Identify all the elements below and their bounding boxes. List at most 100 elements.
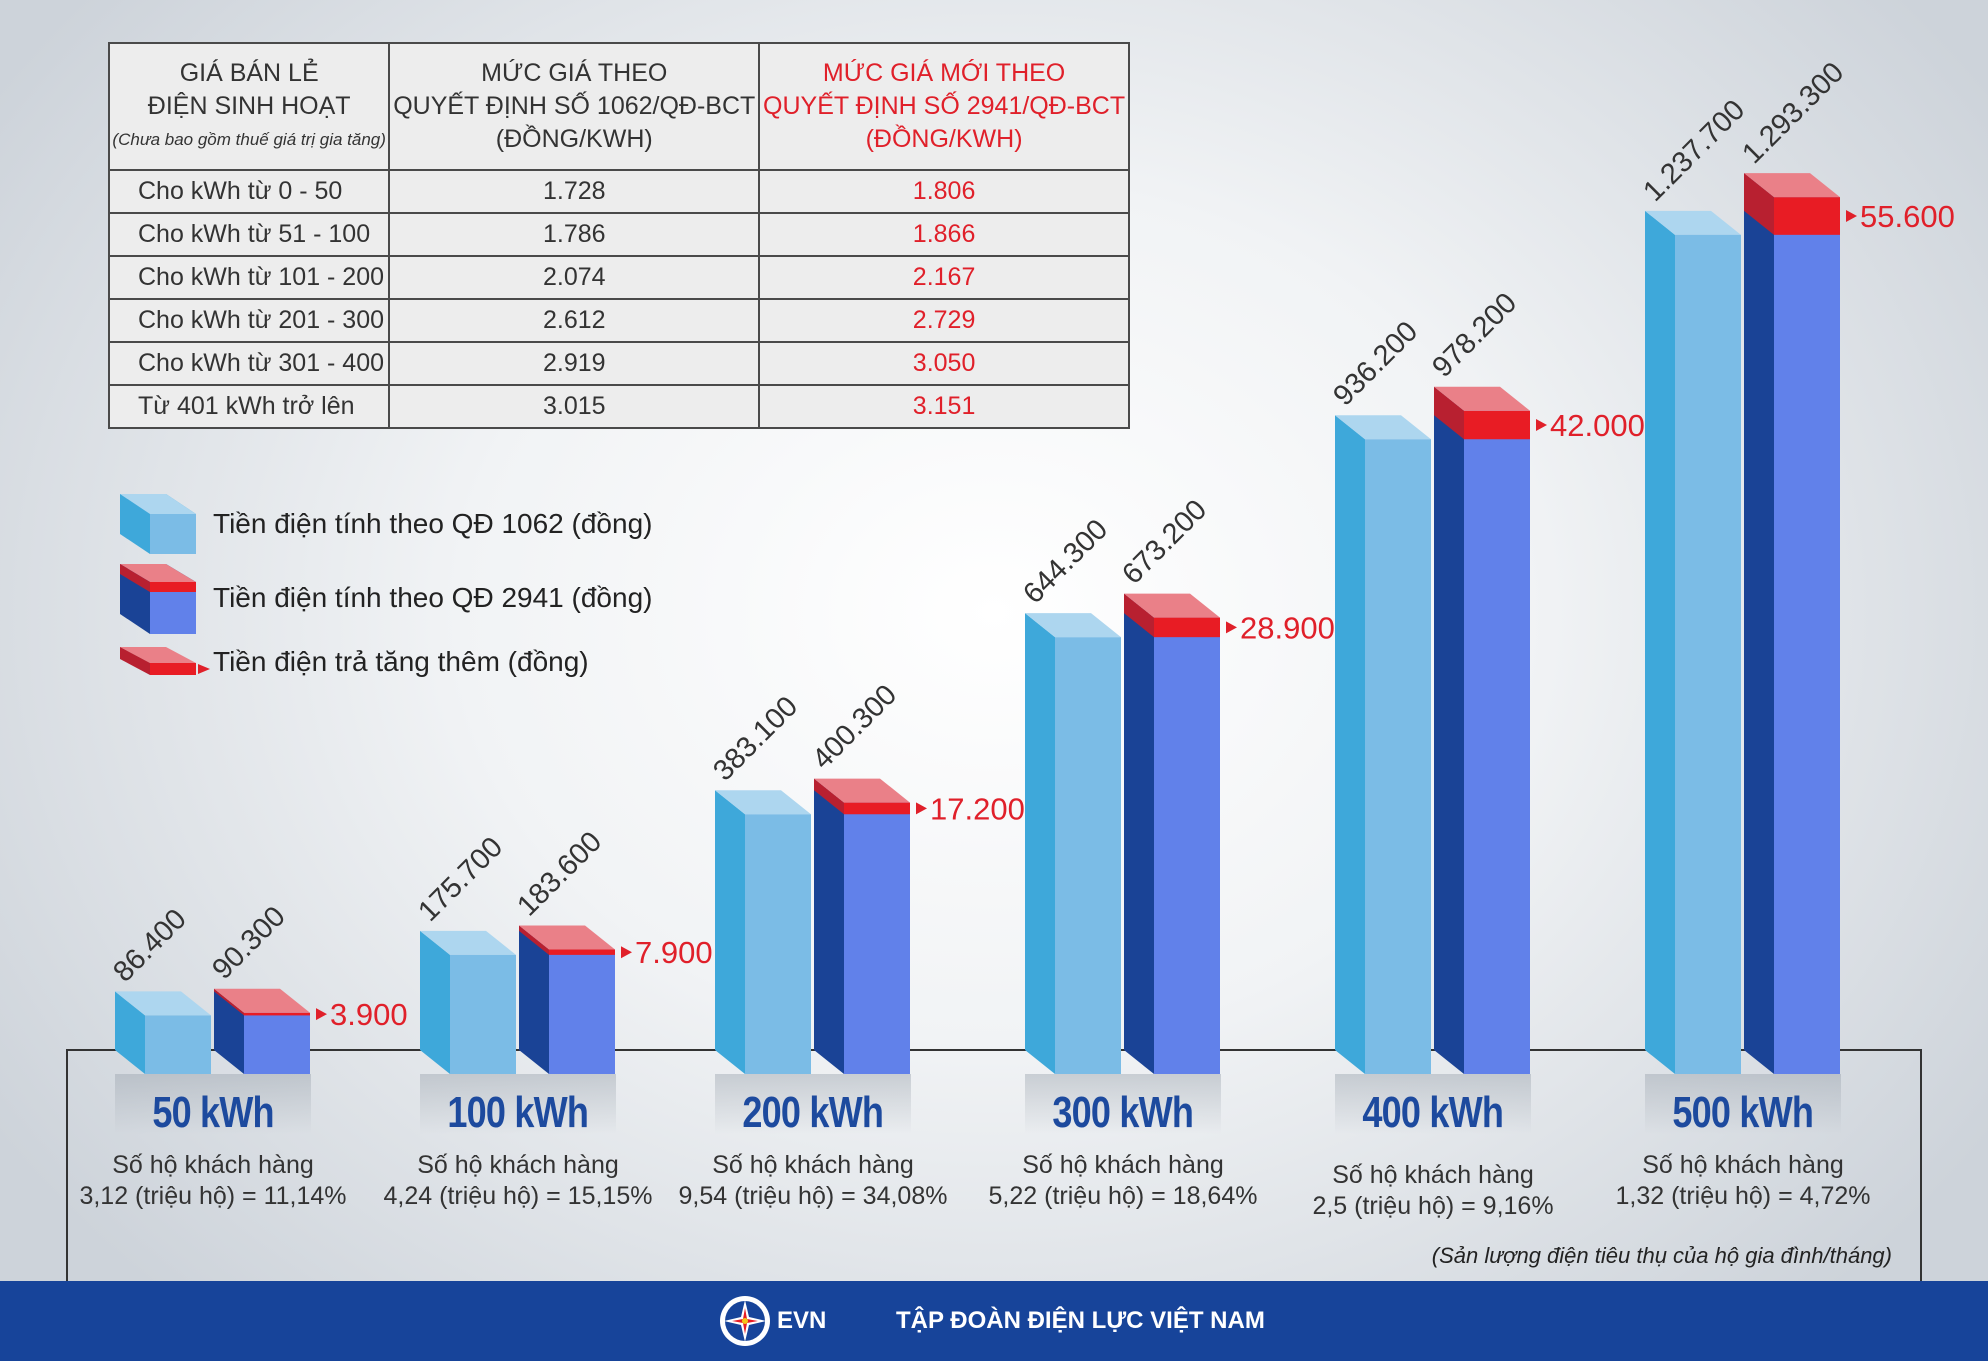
increase-side xyxy=(814,778,844,815)
increase-segment xyxy=(1464,410,1530,440)
arrow-icon xyxy=(916,802,927,815)
arrow-icon xyxy=(1226,621,1237,634)
bar-2941 xyxy=(549,949,615,1074)
bar-1062 xyxy=(1675,234,1741,1074)
category-label-group: 100 kWh Số hộ khách hàng 4,24 (triệu hộ) =… xyxy=(368,1088,668,1212)
increase-segment xyxy=(844,802,910,815)
value-label: 90.300 xyxy=(206,900,291,985)
bar-1062-side xyxy=(115,991,145,1074)
bar-1062-side xyxy=(1335,415,1365,1074)
increase-label: 42.000 xyxy=(1550,408,1645,443)
price-2941: 3.050 xyxy=(758,341,1130,386)
value-label: 936.200 xyxy=(1327,315,1424,412)
bar-1062-top xyxy=(115,991,211,1016)
tier-label: Từ 401 kWh trở lên xyxy=(107,384,391,429)
category-label: 400 kWh xyxy=(1362,1088,1504,1137)
value-label: 183.600 xyxy=(511,826,608,923)
category-label: 50 kWh xyxy=(152,1088,274,1137)
value-label: 175.700 xyxy=(412,831,509,928)
bar-1062-top xyxy=(1025,613,1121,638)
bar-1062-side xyxy=(420,930,450,1074)
increase-label: 7.900 xyxy=(635,935,713,970)
value-label: 978.200 xyxy=(1426,287,1523,384)
chart-frame xyxy=(66,1049,1922,1282)
increase-segment xyxy=(244,1012,310,1016)
bar-1062-top xyxy=(420,930,516,955)
increase-label: 55.600 xyxy=(1860,199,1955,234)
bar-1062 xyxy=(1365,439,1431,1074)
legend-item-increase: Tiền điện trả tăng thêm (đồng) xyxy=(120,646,589,679)
bar-2941-top xyxy=(1744,173,1840,198)
increase-side xyxy=(1124,593,1154,638)
category-label-group: 500 kWh Số hộ khách hàng 1,32 (triệu hộ) =… xyxy=(1593,1088,1893,1212)
households-title: Số hộ khách hàng xyxy=(417,1151,619,1179)
bar-2941-side xyxy=(1434,386,1464,1074)
evn-logo-text: EVN xyxy=(777,1307,827,1334)
increase-label: 17.200 xyxy=(930,791,1025,826)
bar-2941-top xyxy=(214,988,310,1013)
value-label: 1.293.300 xyxy=(1736,56,1850,170)
bar-2941-side xyxy=(519,925,549,1074)
increase-label: 28.900 xyxy=(1240,610,1335,645)
bar-2941 xyxy=(1464,410,1530,1074)
tier-label: Cho kWh từ 201 - 300 xyxy=(107,298,391,343)
bar-1062 xyxy=(450,954,516,1074)
category-label: 300 kWh xyxy=(1052,1088,1194,1137)
price-1062: 1.728 xyxy=(388,169,761,214)
bar-group: 383.100 400.300 17.200 xyxy=(707,679,1025,1074)
bar-1062-top xyxy=(1335,415,1431,440)
households-value: 1,32 (triệu hộ) = 4,72% xyxy=(1615,1182,1871,1210)
category-label-group: 200 kWh Số hộ khách hàng 9,54 (triệu hộ) =… xyxy=(663,1088,963,1212)
bar-2941-top xyxy=(1124,593,1220,618)
value-label: 644.300 xyxy=(1017,513,1114,610)
category-label: 100 kWh xyxy=(447,1088,589,1137)
org-name: TẬP ĐOÀN ĐIỆN LỰC VIỆT NAM xyxy=(896,1307,1265,1334)
category-label-group: 50 kWh Số hộ khách hàng 3,12 (triệu hộ) = … xyxy=(63,1088,363,1212)
legend-item-2941: Tiền điện tính theo QĐ 2941 (đồng) xyxy=(120,564,652,634)
households-value: 5,22 (triệu hộ) = 18,64% xyxy=(988,1182,1258,1210)
bar-shadow xyxy=(1025,1074,1221,1134)
tier-label: Cho kWh từ 51 - 100 xyxy=(107,212,391,257)
category-label-group: 400 kWh Số hộ khách hàng 2,5 (triệu hộ) = … xyxy=(1283,1088,1583,1222)
price-table: GIÁ BÁN LẺ ĐIỆN SINH HOẠT (Chưa bao gồm th… xyxy=(107,42,1130,429)
table-row: Từ 401 kWh trở lên 3.015 3.151 xyxy=(107,384,1130,429)
bar-group: 644.300 673.200 28.900 xyxy=(1017,494,1335,1074)
households-title: Số hộ khách hàng xyxy=(1642,1151,1844,1179)
table-row: Cho kWh từ 301 - 400 2.919 3.050 xyxy=(107,341,1130,386)
households-title: Số hộ khách hàng xyxy=(1022,1151,1224,1179)
bar-2941 xyxy=(244,1012,310,1074)
bar-1062-side xyxy=(1645,210,1675,1074)
increase-side xyxy=(1434,386,1464,440)
table-row: Cho kWh từ 0 - 50 1.728 1.806 xyxy=(107,169,1130,214)
bar-shadow xyxy=(420,1074,616,1134)
bar-group: 86.400 90.300 3.900 xyxy=(107,900,408,1074)
table-row: Cho kWh từ 201 - 300 2.612 2.729 xyxy=(107,298,1130,343)
legend-item-1062: Tiền điện tính theo QĐ 1062 (đồng) xyxy=(120,494,652,554)
bar-2941-top xyxy=(519,925,615,950)
arrow-icon xyxy=(1846,209,1857,222)
bar-2941-side xyxy=(814,778,844,1074)
increase-side xyxy=(214,988,244,1016)
price-2941: 3.151 xyxy=(758,384,1130,429)
price-1062: 1.786 xyxy=(388,212,761,257)
households-value: 3,12 (triệu hộ) = 11,14% xyxy=(79,1182,347,1210)
value-label: 86.400 xyxy=(107,903,192,988)
increase-label: 3.900 xyxy=(330,997,408,1032)
bar-shadow xyxy=(115,1074,311,1134)
arrow-icon xyxy=(316,1008,327,1021)
price-1062: 2.612 xyxy=(388,298,761,343)
increase-side xyxy=(1744,173,1774,235)
header-1062: MỨC GIÁ THEO QUYẾT ĐỊNH SỐ 1062/QĐ-BCT (ĐỒ… xyxy=(388,42,761,171)
bar-2941 xyxy=(1774,197,1840,1075)
footer-band: EVN TẬP ĐOÀN ĐIỆN LỰC VIỆT NAM xyxy=(0,1281,1988,1361)
bar-1062-side xyxy=(1025,613,1055,1074)
arrow-icon xyxy=(621,946,632,959)
category-label: 500 kWh xyxy=(1672,1088,1814,1137)
price-1062: 2.074 xyxy=(388,255,761,300)
category-label: 200 kWh xyxy=(742,1088,884,1137)
header-2941: MỨC GIÁ MỚI THEO QUYẾT ĐỊNH SỐ 2941/QĐ-BC… xyxy=(758,42,1130,171)
bar-1062 xyxy=(1055,637,1121,1074)
bar-1062 xyxy=(745,814,811,1074)
households-title: Số hộ khách hàng xyxy=(112,1151,314,1179)
households-value: 4,24 (triệu hộ) = 15,15% xyxy=(383,1182,653,1210)
